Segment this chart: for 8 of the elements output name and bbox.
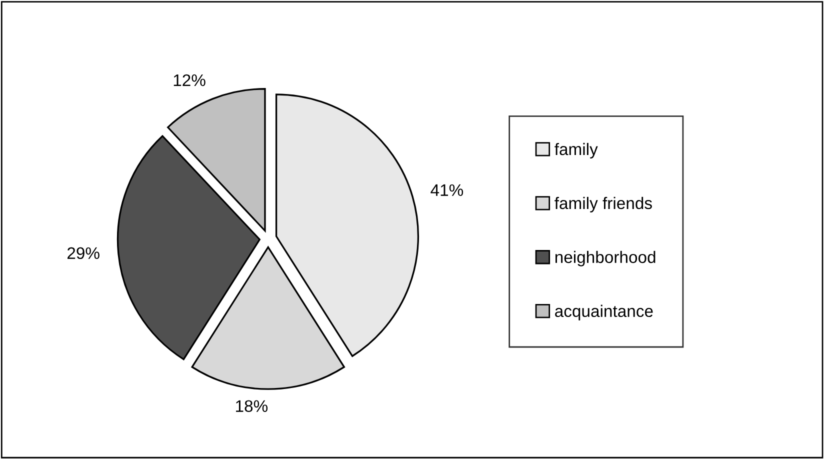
legend-label: neighborhood — [555, 250, 656, 266]
data-label: 18% — [236, 400, 268, 412]
legend-label: acquaintance — [555, 304, 653, 320]
data-label: 12% — [174, 74, 206, 86]
legend-label: family friends — [554, 196, 652, 212]
data-label: 41% — [430, 184, 464, 196]
data-label: 29% — [67, 247, 100, 260]
legend-label: family — [554, 142, 598, 158]
